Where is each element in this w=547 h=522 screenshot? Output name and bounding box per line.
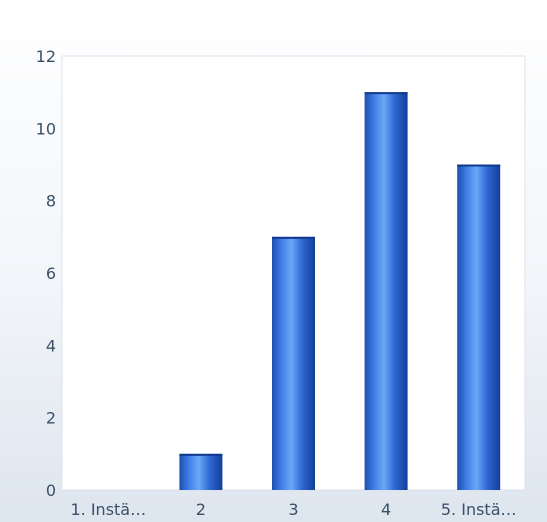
y-tick-label: 10 — [36, 119, 56, 138]
x-tick-label: 4 — [381, 500, 391, 519]
bar — [272, 236, 315, 490]
x-tick-label: 2 — [196, 500, 206, 519]
bars — [179, 92, 501, 491]
y-tick-label: 2 — [46, 409, 56, 428]
bar-top-edge — [272, 236, 315, 239]
y-tick-label: 4 — [46, 336, 56, 355]
y-tick-label: 0 — [46, 481, 56, 500]
bar — [179, 453, 223, 490]
y-axis-ticks: 0 2 4 6 8 10 12 — [36, 47, 56, 500]
bar-top-edge — [179, 453, 223, 456]
y-tick-label: 6 — [46, 264, 56, 283]
bar — [457, 164, 501, 490]
x-axis-ticks: 1. Instä… 2 3 4 5. Instä… — [70, 500, 516, 519]
bar-top-edge — [364, 92, 408, 95]
y-tick-label: 12 — [36, 47, 56, 66]
y-tick-label: 8 — [46, 192, 56, 211]
bar — [364, 92, 408, 491]
x-tick-label: 5. Instä… — [441, 500, 517, 519]
x-tick-label: 1. Instä… — [70, 500, 146, 519]
x-tick-label: 3 — [288, 500, 298, 519]
bar-top-edge — [457, 164, 501, 167]
